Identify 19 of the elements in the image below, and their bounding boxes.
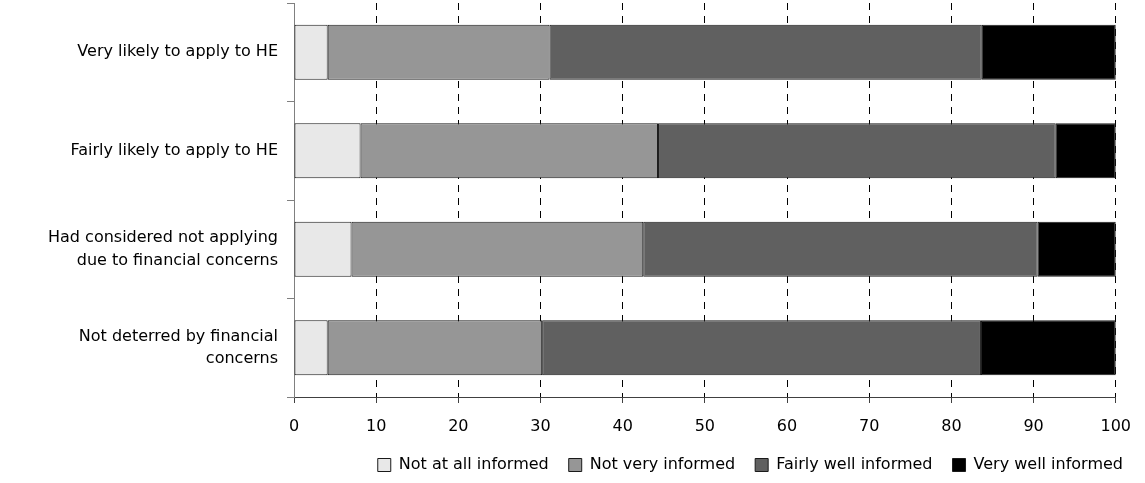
y-tick-label: Had considered not applying due to financial concerns (48, 227, 278, 269)
x-tick-label: 60 (776, 415, 798, 435)
x-tick-label: 20 (448, 415, 469, 435)
x-tick-label: 70 (859, 415, 880, 435)
y-tick-label: Very likely to apply to HE (77, 41, 278, 61)
x-tick-label: 10 (365, 415, 387, 435)
x-tick-label: 0 (288, 415, 300, 435)
x-tick-label: 80 (941, 415, 962, 435)
legend-label: Very well informed (973, 454, 1124, 474)
legend-label: Not very informed (589, 454, 736, 474)
y-tick-label: Not deterred by financial concerns (78, 325, 278, 368)
x-tick-label: 100 (1100, 415, 1131, 435)
y-tick-label: Fairly likely to apply to HE (70, 139, 278, 159)
x-tick-label: 90 (1023, 415, 1044, 435)
x-tick-label: 50 (694, 415, 716, 435)
legend-label: Not at all informed (398, 454, 549, 474)
legend-label: Fairly well informed (776, 454, 933, 474)
x-tick-label: 40 (612, 415, 633, 435)
x-tick-label: 30 (530, 415, 551, 435)
